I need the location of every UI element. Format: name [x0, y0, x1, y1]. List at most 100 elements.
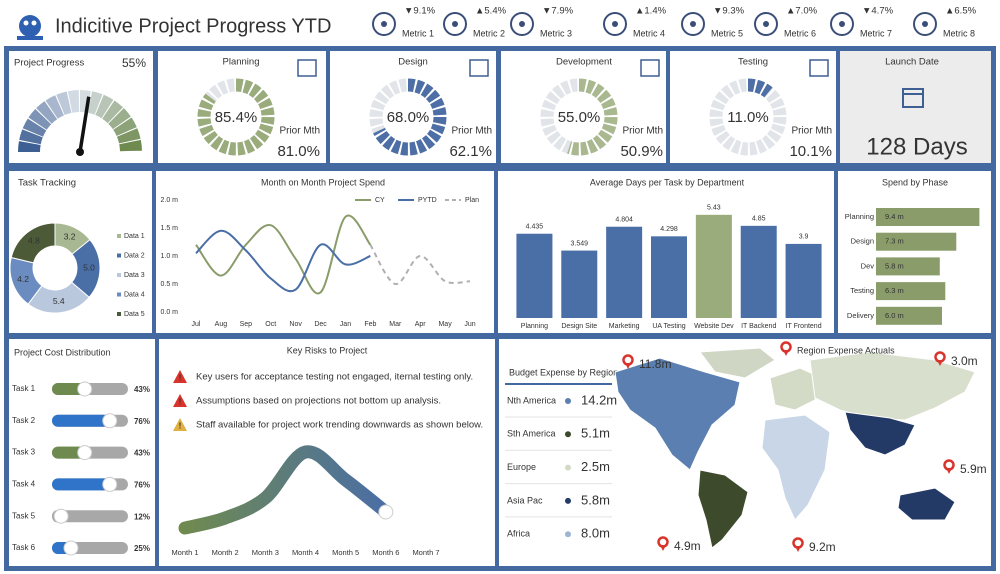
- ring-value: [373, 78, 447, 156]
- metric-change: ▼4.7%: [862, 6, 894, 17]
- metric-label: Metric 4: [633, 28, 665, 38]
- data-label: 3.549: [571, 240, 589, 247]
- map-pin-label: 9.2m: [809, 540, 836, 554]
- risk-icon-mark: !: [179, 422, 182, 431]
- metric-icon-dot: [381, 21, 387, 27]
- bar: [516, 233, 553, 318]
- donut-slice: [10, 222, 56, 264]
- x-tick-label: UA Testing: [652, 323, 685, 330]
- slider-knob: [53, 508, 69, 524]
- region-amount: 8.0m: [581, 526, 610, 541]
- data-label: 4.8: [28, 236, 40, 246]
- gauge-segment: [22, 118, 47, 137]
- metric-change: ▲6.5%: [945, 6, 977, 17]
- slider-knob: [77, 445, 93, 461]
- ring-value-label: 55.0%: [558, 109, 601, 126]
- x-tick-label: Mar: [389, 321, 402, 328]
- legend-label: Data 4: [124, 291, 145, 298]
- legend-label: Data 5: [124, 311, 145, 318]
- x-tick-label: Marketing: [609, 323, 640, 330]
- y-tick-label: 1.0 m: [160, 253, 178, 260]
- chart-title: Task Tracking: [18, 178, 76, 189]
- metric-icon: [603, 12, 627, 36]
- y-tick-label: 2.0 m: [160, 197, 178, 204]
- bar: [561, 250, 598, 318]
- map-pin-tip: [783, 350, 789, 356]
- panel: [156, 171, 494, 333]
- x-tick-label: Design Site: [561, 323, 597, 330]
- bar: [695, 214, 732, 318]
- bar: [876, 306, 942, 325]
- data-label: 4.85: [752, 216, 766, 223]
- legend-swatch: [117, 253, 121, 258]
- metric-label: Metric 2: [473, 28, 505, 38]
- gauge-segment: [19, 129, 43, 145]
- metric-label: Metric 6: [784, 28, 816, 38]
- region-name: Nth America: [507, 395, 556, 405]
- map-pin-label: 5.9m: [960, 462, 987, 476]
- metric-label: Metric 3: [540, 28, 572, 38]
- ring-value: [747, 78, 773, 98]
- data-label: 12%: [134, 512, 150, 521]
- region-amount: 5.8m: [581, 492, 610, 507]
- region-amount: 2.5m: [581, 459, 610, 474]
- metric-change: ▼9.3%: [713, 6, 745, 17]
- bar: [785, 243, 822, 318]
- gauge-segment: [56, 91, 72, 116]
- panel-title: Budget Expense by Region: [509, 367, 618, 377]
- data-label: 4.435: [526, 224, 544, 231]
- metric-label: Metric 1: [402, 28, 434, 38]
- metric-change: ▲5.4%: [475, 6, 507, 17]
- x-tick-label: Jul: [192, 321, 201, 328]
- region-dot: [565, 431, 571, 438]
- x-tick-label: Month 7: [412, 548, 439, 557]
- legend-label: Data 2: [124, 252, 145, 259]
- metric-label: Metric 8: [943, 28, 975, 38]
- risk-text: Key users for acceptance testing not eng…: [196, 372, 473, 383]
- panel-title: Key Risks to Project: [287, 345, 368, 355]
- y-tick-label: 1.5 m: [160, 225, 178, 232]
- metric-change: ▲7.0%: [786, 6, 818, 17]
- gauge-segment: [116, 128, 141, 144]
- category-label: Design: [851, 237, 874, 246]
- chart-title: Average Days per Task by Department: [590, 177, 745, 187]
- data-label: 5.0: [83, 263, 95, 273]
- region-dot: [565, 464, 571, 471]
- y-tick-label: 0.0 m: [160, 309, 178, 316]
- data-label: 3.9: [799, 234, 809, 241]
- metric-change: ▼7.9%: [542, 6, 574, 17]
- slider-fill: [52, 478, 110, 491]
- bar: [876, 232, 957, 251]
- data-label: 7.3 m: [885, 237, 904, 246]
- data-label: 4.804: [615, 217, 633, 224]
- task-label: Task 3: [12, 448, 36, 457]
- panel: [838, 171, 991, 333]
- x-tick-label: Website Dev: [694, 323, 734, 330]
- gauge-segment: [113, 117, 137, 136]
- legend-label: CY: [375, 197, 385, 204]
- risk-icon: [173, 370, 187, 383]
- series-line: [369, 244, 471, 285]
- x-tick-label: Sep: [240, 321, 253, 328]
- map-pin-tip: [625, 363, 631, 369]
- map-region: [697, 469, 749, 549]
- series-line: [195, 229, 371, 293]
- risk-text: Staff available for project work trendin…: [196, 420, 483, 431]
- bar: [740, 225, 777, 318]
- risk-icon-mark: !: [179, 374, 182, 383]
- x-tick-label: Apr: [415, 321, 427, 328]
- gauge-segment: [102, 100, 123, 124]
- x-tick-label: Month 1: [171, 548, 198, 557]
- bar: [876, 257, 940, 276]
- chart-title: Project Progress: [14, 58, 84, 69]
- page-title: Indicitive Project Progress YTD: [55, 15, 331, 37]
- prior-label: Prior Mth: [622, 126, 663, 137]
- task-label: Task 1: [12, 384, 36, 393]
- x-tick-label: Nov: [289, 321, 302, 328]
- map-pin-label: 11.8m: [639, 357, 671, 371]
- risk-text: Assumptions based on projections not bot…: [196, 396, 441, 407]
- region-amount: 14.2m: [581, 392, 617, 407]
- y-tick-label: 0.5 m: [160, 281, 178, 288]
- ring-value: [197, 78, 275, 156]
- legend-swatch: [117, 234, 121, 238]
